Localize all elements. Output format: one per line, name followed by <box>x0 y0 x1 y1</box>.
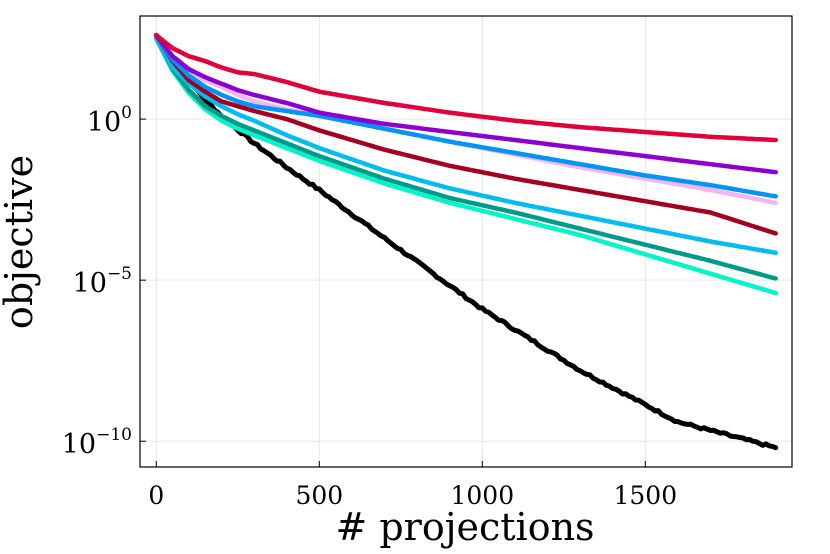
series-red-line <box>154 33 778 143</box>
series-blue-line <box>154 33 778 199</box>
x-tick-label: 1000 <box>450 481 514 510</box>
series-teal-light-line <box>154 36 778 296</box>
y-tick-label: 10−5 <box>73 264 132 299</box>
y-tick-exponent: 0 <box>121 103 132 123</box>
series-purple-line <box>154 33 778 175</box>
series-layer <box>153 32 779 451</box>
y-tick-exponent: −10 <box>96 425 132 445</box>
y-tick-label: 100 <box>87 103 132 138</box>
x-axis-label: # projections <box>335 505 594 549</box>
x-tick-label: 1500 <box>613 481 677 510</box>
y-axis-label: objective <box>0 155 41 329</box>
plot-frame <box>139 15 793 468</box>
series-teal-dark-line <box>154 36 778 281</box>
y-tick-base: 10 <box>73 268 107 299</box>
y-tick-exponent: −5 <box>107 264 132 284</box>
grid <box>140 16 792 467</box>
series-sky-blue-line <box>154 36 778 256</box>
y-tick-base: 10 <box>87 107 121 138</box>
y-tick-base: 10 <box>62 429 96 460</box>
x-tick-label: 500 <box>295 481 343 510</box>
x-tick-label: 0 <box>148 481 164 510</box>
series-crimson-line <box>154 33 778 236</box>
y-tick-label: 10−10 <box>62 425 132 460</box>
series-black-line <box>153 32 779 451</box>
